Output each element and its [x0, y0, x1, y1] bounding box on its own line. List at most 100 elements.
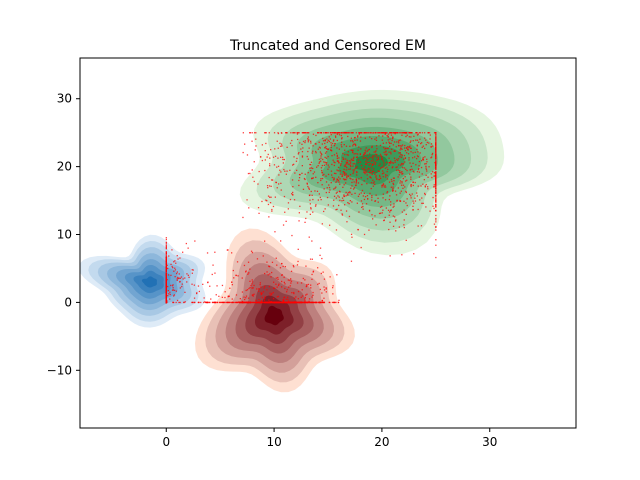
sample-point-upper-13 [253, 161, 255, 163]
sample-point-upper-312 [425, 144, 427, 146]
sample-point-lower-762 [308, 301, 310, 304]
sample-point-upper-67 [333, 188, 335, 190]
sample-point-upper-731 [410, 165, 412, 168]
sample-point-upper-1096 [280, 143, 283, 145]
sample-point-upper-657 [392, 162, 394, 164]
sample-point-lower-558 [301, 295, 304, 297]
sample-point-upper-983 [401, 134, 403, 136]
sample-point-upper-708 [415, 164, 417, 166]
sample-point-upper-1158 [401, 163, 403, 165]
sample-point-upper-1422 [367, 198, 369, 200]
sample-point-upper-1120 [399, 155, 401, 158]
sample-point-upper-1350 [435, 184, 437, 186]
sample-point-upper-644 [356, 174, 358, 176]
sample-point-upper-516 [375, 224, 377, 226]
sample-point-lower-494 [175, 290, 177, 292]
sample-point-lower-923 [165, 282, 167, 285]
sample-point-upper-1256 [261, 159, 263, 162]
sample-point-upper-612 [319, 132, 321, 134]
sample-point-upper-866 [330, 149, 332, 151]
sample-point-upper-1193 [319, 151, 321, 153]
sample-point-lower-954 [176, 278, 178, 280]
sample-point-upper-1320 [380, 132, 383, 134]
sample-point-lower-958 [260, 293, 262, 295]
sample-point-lower-407 [180, 276, 183, 278]
sample-point-lower-524 [269, 292, 271, 294]
sample-point-upper-291 [362, 195, 364, 197]
sample-point-lower-1039 [202, 283, 204, 285]
sample-point-upper-1108 [435, 204, 437, 206]
sample-point-upper-461 [434, 186, 436, 188]
sample-point-upper-97 [337, 166, 340, 169]
sample-point-upper-1292 [372, 132, 374, 134]
sample-point-upper-574 [323, 210, 325, 213]
sample-point-lower-447 [212, 264, 214, 266]
sample-point-lower-268 [273, 287, 275, 289]
sample-point-upper-575 [282, 156, 284, 158]
sample-point-upper-1358 [336, 191, 338, 193]
sample-point-upper-94 [406, 169, 408, 172]
sample-point-lower-802 [271, 301, 273, 304]
sample-point-lower-1020 [165, 246, 167, 248]
sample-point-upper-714 [346, 159, 348, 161]
sample-point-upper-783 [421, 202, 423, 204]
sample-point-upper-296 [428, 142, 430, 144]
sample-point-lower-1030 [273, 301, 275, 304]
sample-point-upper-895 [378, 132, 380, 134]
sample-point-upper-488 [376, 132, 379, 134]
sample-point-upper-1053 [375, 139, 378, 141]
sample-point-upper-742 [324, 132, 327, 134]
sample-point-upper-1353 [435, 146, 437, 148]
sample-point-upper-1041 [268, 216, 270, 218]
sample-point-upper-1200 [435, 144, 437, 146]
sample-point-lower-913 [295, 296, 297, 298]
sample-point-upper-946 [274, 196, 276, 198]
sample-point-upper-826 [252, 176, 254, 178]
sample-point-lower-402 [168, 293, 170, 295]
sample-point-lower-884 [269, 273, 271, 275]
sample-point-upper-1095 [365, 157, 367, 159]
sample-point-upper-733 [379, 176, 381, 178]
sample-point-upper-775 [421, 160, 423, 162]
sample-point-upper-627 [399, 171, 401, 173]
sample-point-upper-1293 [384, 153, 386, 155]
sample-point-upper-597 [307, 172, 309, 174]
sample-point-lower-1008 [173, 261, 175, 263]
sample-point-lower-1074 [291, 234, 293, 237]
sample-point-upper-91 [351, 236, 353, 238]
sample-point-upper-1 [346, 161, 349, 163]
sample-point-lower-185 [276, 264, 278, 266]
sample-point-lower-763 [241, 300, 244, 303]
sample-point-upper-1159 [284, 170, 286, 172]
sample-point-upper-1135 [351, 159, 354, 161]
sample-point-upper-1466 [424, 156, 426, 158]
sample-point-upper-219 [370, 169, 372, 171]
sample-point-lower-859 [176, 299, 179, 302]
sample-point-upper-774 [242, 151, 244, 154]
sample-point-lower-252 [281, 274, 283, 276]
sample-point-lower-596 [321, 292, 323, 294]
sample-point-lower-218 [179, 301, 181, 304]
sample-point-upper-802 [333, 172, 336, 174]
sample-point-upper-379 [392, 225, 395, 227]
sample-point-lower-592 [245, 297, 247, 299]
sample-point-lower-764 [207, 281, 209, 283]
sample-point-lower-408 [338, 299, 340, 301]
sample-point-upper-1171 [248, 207, 250, 209]
sample-point-lower-985 [165, 289, 167, 291]
sample-point-upper-264 [381, 212, 383, 214]
sample-point-upper-175 [321, 164, 323, 167]
sample-point-upper-125 [435, 186, 437, 188]
sample-point-upper-164 [291, 145, 293, 147]
sample-point-upper-832 [330, 146, 332, 149]
sample-point-upper-1280 [416, 155, 419, 157]
sample-point-lower-241 [311, 296, 313, 298]
sample-point-upper-1097 [363, 168, 365, 170]
sample-point-upper-830 [380, 155, 382, 157]
sample-point-upper-554 [343, 194, 345, 196]
sample-point-upper-408 [435, 206, 437, 208]
sample-point-upper-524 [383, 146, 385, 149]
sample-point-upper-33 [401, 173, 403, 175]
sample-point-upper-347 [304, 221, 306, 223]
